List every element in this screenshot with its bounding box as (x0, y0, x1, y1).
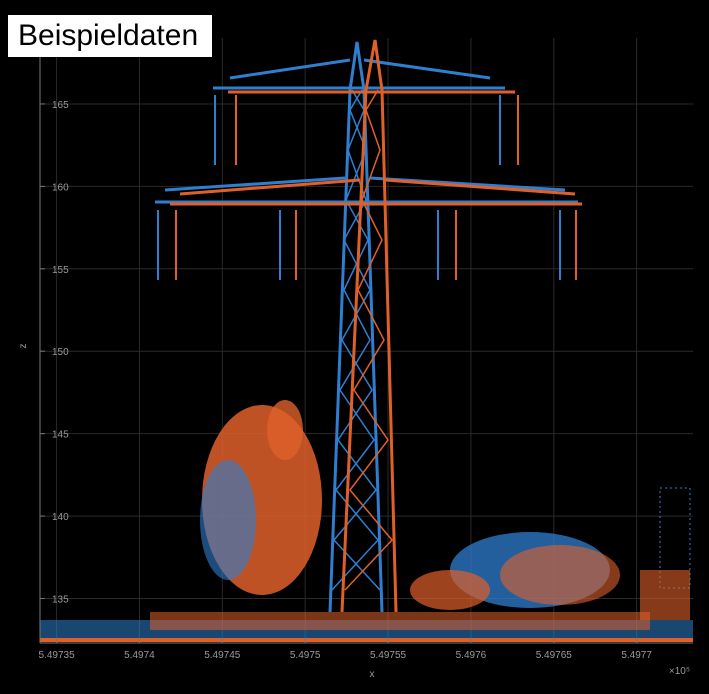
y-tick-label: 165 (52, 100, 69, 111)
x-tick-label: 5.4976 (456, 650, 487, 661)
structure (640, 570, 690, 620)
x-tick-label: 5.49735 (38, 650, 75, 661)
tree (200, 460, 256, 580)
ground-orange (150, 612, 650, 630)
x-tick-label: 5.49745 (204, 650, 241, 661)
y-axis-label: z (18, 344, 29, 349)
y-tick-label: 140 (52, 512, 69, 523)
y-tick-label: 155 (52, 265, 69, 276)
chart: 5.497355.49745.497455.49755.497555.49765… (0, 0, 709, 694)
x-axis-label: x (370, 669, 375, 680)
y-tick-label: 135 (52, 594, 69, 605)
x-tick-label: 5.4974 (124, 650, 155, 661)
x-tick-label: 5.49755 (370, 650, 407, 661)
chart-title: Beispieldaten (18, 19, 198, 52)
x-exponent: ×10⁵ (669, 666, 690, 677)
x-tick-label: 5.49765 (536, 650, 573, 661)
y-tick-label: 145 (52, 430, 69, 441)
bush (500, 545, 620, 605)
x-tick-label: 5.4975 (290, 650, 321, 661)
x-tick-label: 5.4977 (621, 650, 652, 661)
bush (410, 570, 490, 610)
y-tick-label: 160 (52, 182, 69, 193)
y-tick-label: 150 (52, 347, 69, 358)
ground-line (40, 638, 693, 642)
tree (267, 400, 303, 460)
